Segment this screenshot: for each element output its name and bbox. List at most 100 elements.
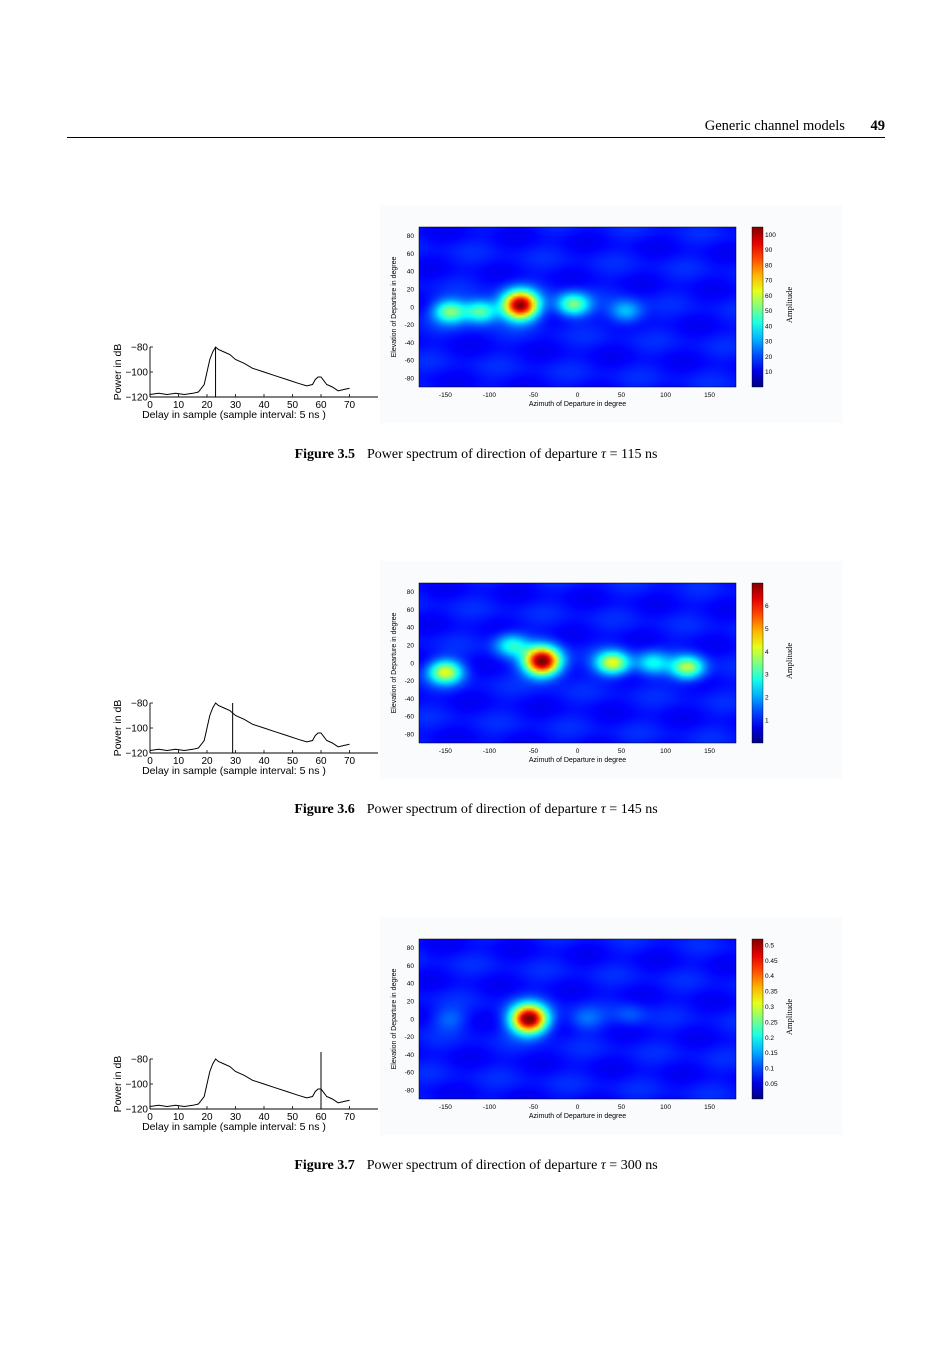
caption-text: Power spectrum of direction of departure <box>367 447 602 462</box>
heatmap-x-tick-label: -100 <box>483 1104 496 1111</box>
heatmap-y-tick-label: 0 <box>410 304 414 311</box>
heatmap-y-tick-label: -80 <box>405 375 415 382</box>
heatmap-frame <box>418 226 737 388</box>
y-axis-label: Power in dB <box>112 1056 124 1113</box>
heatmap-x-tick-label: -100 <box>483 748 496 755</box>
x-tick-label: 70 <box>344 756 356 767</box>
colorbar-tick-label: 0.2 <box>765 1035 774 1042</box>
figure-label: Figure 3.7 <box>294 1158 355 1173</box>
power-delay-profile: 0 10 20 30 40 50 60 70 −80 −100 −120 Delay in sampl… <box>112 1052 378 1133</box>
heatmap-x-tick-label: -50 <box>529 392 539 399</box>
y-tick-label: −120 <box>125 749 148 760</box>
figure-caption: Figure 3.6 Power spectrum of direction of… <box>0 802 952 818</box>
heatmap-frame <box>418 938 737 1100</box>
colorbar-label: Amplitude <box>784 643 794 680</box>
x-axis-label: Delay in sample (sample interval: 5 ns ) <box>142 1121 326 1133</box>
x-tick-label: 10 <box>173 1112 185 1123</box>
heatmap-x-axis-label: Azimuth of Departure in degree <box>529 1113 626 1120</box>
caption-delay-value: = 300 ns <box>605 1158 658 1173</box>
x-tick-label: 60 <box>315 1112 327 1123</box>
heatmap-y-tick-label: -40 <box>405 340 415 347</box>
heatmap-x-tick-label: -150 <box>439 1104 452 1111</box>
heatmap-y-tick-label: -60 <box>405 358 415 365</box>
y-tick-label: −100 <box>125 368 148 379</box>
power-delay-line <box>149 1058 350 1108</box>
heatmap-image <box>419 583 736 743</box>
x-tick-label: 50 <box>287 400 299 411</box>
heatmap-x-tick-label: 150 <box>704 1104 715 1111</box>
x-tick-label: 20 <box>201 756 213 767</box>
heatmap-y-tick-label: 80 <box>407 945 415 952</box>
y-tick-label: −80 <box>131 343 148 354</box>
caption-tau-symbol: τ <box>600 1158 606 1173</box>
x-tick-label: 0 <box>147 400 153 411</box>
colorbar-tick-label: 0.3 <box>765 1004 774 1011</box>
colorbar-label: Amplitude <box>784 287 794 324</box>
x-tick-label: 40 <box>258 1112 270 1123</box>
heatmap-x-tick-label: 150 <box>704 748 715 755</box>
x-tick-label: 0 <box>147 1112 153 1123</box>
heatmap-y-tick-label: -60 <box>405 1070 415 1077</box>
x-tick-label: 70 <box>344 400 356 411</box>
caption-tau-symbol: τ <box>600 802 606 817</box>
colorbar-tick-label: 70 <box>765 278 773 285</box>
colorbar <box>751 938 764 1100</box>
heatmap-y-tick-label: -20 <box>405 1034 415 1041</box>
x-tick-label: 10 <box>173 756 185 767</box>
y-tick-label: −100 <box>125 724 148 735</box>
running-head: Generic channel models 49 <box>705 118 885 135</box>
heatmap-x-tick-label: 100 <box>660 748 671 755</box>
colorbar-tick-label: 30 <box>765 339 773 346</box>
x-tick-label: 20 <box>201 1112 213 1123</box>
x-tick-label: 20 <box>201 400 213 411</box>
x-tick-label: 60 <box>315 756 327 767</box>
heatmap-y-tick-label: 40 <box>407 625 415 632</box>
header-rule <box>67 137 885 138</box>
heatmap-x-axis-label: Azimuth of Departure in degree <box>529 757 626 764</box>
heatmap-y-tick-label: -80 <box>405 1087 415 1094</box>
colorbar-tick-label: 40 <box>765 323 773 330</box>
colorbar-tick-label: 100 <box>765 232 776 239</box>
x-tick-label: 10 <box>173 400 185 411</box>
x-tick-label: 30 <box>230 756 242 767</box>
heatmap-x-tick-label: -150 <box>439 748 452 755</box>
caption-text: Power spectrum of direction of departure <box>366 1158 601 1173</box>
power-delay-profile: 0 10 20 30 40 50 60 70 −80 −100 −120 Delay in sampl… <box>112 343 378 421</box>
x-tick-label: 50 <box>287 1112 299 1123</box>
heatmap-x-tick-label: 100 <box>660 392 671 399</box>
heatmap-x-tick-label: 150 <box>704 392 715 399</box>
y-axis-label: Power in dB <box>112 700 124 757</box>
heatmap-x-tick-label: 50 <box>618 392 626 399</box>
dod-heatmap: -150 -100 -50 0 50 100 150 80 60 40 20 0 -20 -40 -60 -8… <box>380 917 842 1135</box>
heatmap-y-tick-label: 20 <box>407 287 415 294</box>
colorbar-tick-label: 80 <box>765 262 773 269</box>
x-tick-label: 30 <box>230 400 242 411</box>
heatmap-y-tick-label: 0 <box>410 660 414 667</box>
colorbar-label: Amplitude <box>784 999 794 1036</box>
heatmap-y-tick-label: 20 <box>407 999 415 1006</box>
power-delay-line <box>149 346 350 396</box>
colorbar-tick-label: 60 <box>765 293 773 300</box>
colorbar-tick-label: 0.05 <box>765 1081 778 1088</box>
x-tick-label: 40 <box>258 756 270 767</box>
figure-1: 0 10 20 30 40 50 60 70 −80 −100 −120 Delay in sampl… <box>0 200 952 435</box>
heatmap-y-tick-label: -20 <box>405 678 415 685</box>
x-tick-label: 70 <box>344 1112 356 1123</box>
colorbar-tick-label: 0.4 <box>765 973 774 980</box>
heatmap-x-tick-label: 50 <box>618 1104 626 1111</box>
colorbar-tick-label: 3 <box>765 672 769 679</box>
heatmap-x-tick-label: 0 <box>576 392 580 399</box>
figure-caption: Figure 3.5 Power spectrum of direction of… <box>0 447 952 463</box>
y-axis-label: Power in dB <box>112 344 124 401</box>
caption-delay-value: = 115 ns <box>606 447 658 462</box>
colorbar-tick-label: 50 <box>765 308 773 315</box>
figure-caption: Figure 3.7 Power spectrum of direction of… <box>0 1158 952 1174</box>
heatmap-x-tick-label: 0 <box>576 748 580 755</box>
heatmap-x-tick-label: -50 <box>529 1104 539 1111</box>
colorbar-tick-label: 2 <box>765 695 769 702</box>
page-number: 49 <box>870 118 886 134</box>
power-delay-profile: 0 10 20 30 40 50 60 70 −80 −100 −120 Delay in sampl… <box>112 699 378 777</box>
heatmap-y-tick-label: 60 <box>407 607 415 614</box>
